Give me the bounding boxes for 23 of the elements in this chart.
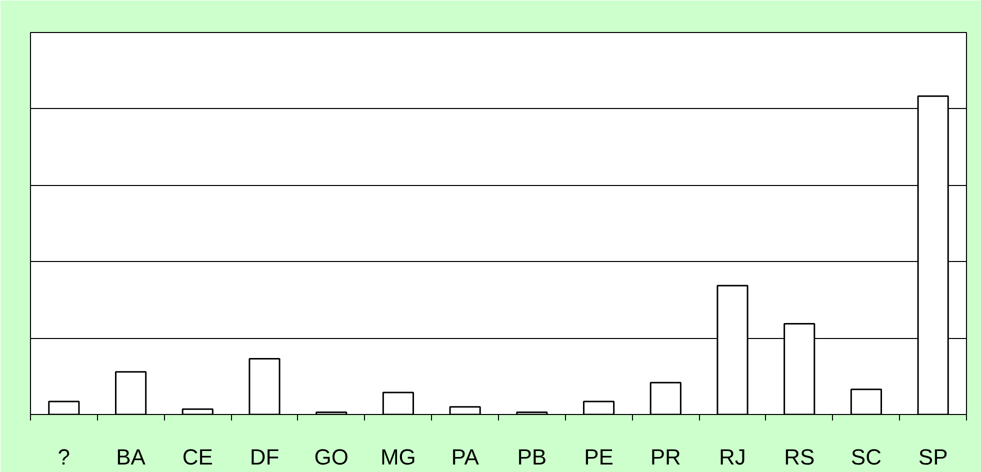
x-tick-label: BA [116, 444, 146, 470]
bar [114, 371, 147, 414]
bar [48, 400, 80, 414]
bar [850, 388, 882, 414]
x-tick-label: ? [58, 444, 70, 470]
bar [650, 382, 682, 414]
bar [182, 408, 214, 414]
bar [382, 392, 414, 414]
x-tick-label: PE [584, 444, 614, 470]
x-tick-label: RJ [719, 444, 746, 470]
x-tick-label: PB [517, 444, 547, 470]
x-tick-label: SC [850, 444, 882, 470]
bar [582, 400, 615, 414]
x-tick-label: RS [784, 444, 815, 470]
x-tick-label: MG [380, 444, 416, 470]
bar [248, 358, 280, 414]
x-tick-label: PR [650, 444, 681, 470]
bar [449, 406, 481, 414]
x-tick-label: SP [918, 444, 948, 470]
x-tick-label: DF [250, 444, 280, 470]
x-tick-label: GO [314, 444, 348, 470]
x-tick-label: PA [451, 444, 480, 470]
x-tick-label: CE [182, 444, 213, 470]
